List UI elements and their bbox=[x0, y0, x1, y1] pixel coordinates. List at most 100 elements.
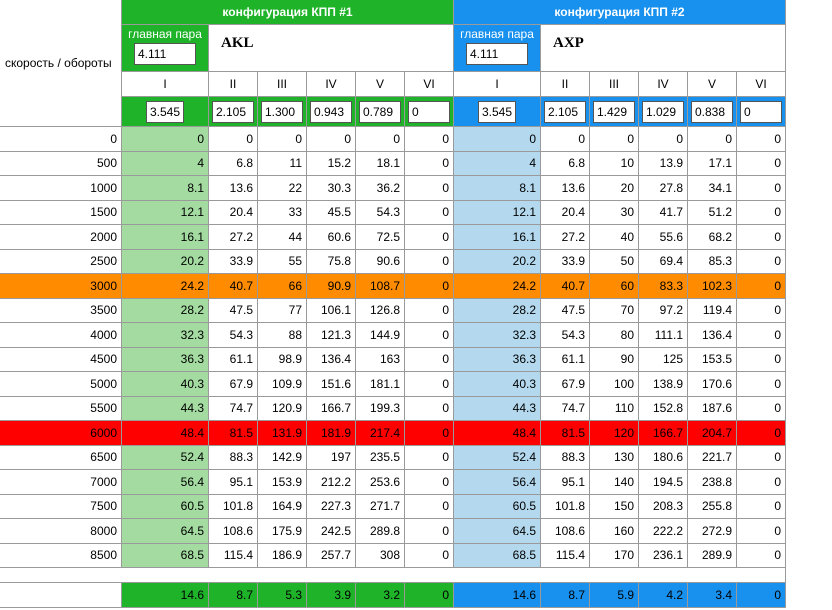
speed-cell: 0 bbox=[405, 200, 454, 225]
speed-cell: 212.2 bbox=[307, 470, 356, 495]
footer-cell: 5.3 bbox=[258, 583, 307, 608]
speed-cell: 18.1 bbox=[356, 151, 405, 176]
speed-cell: 144.9 bbox=[356, 323, 405, 348]
speed-cell: 17.1 bbox=[688, 151, 737, 176]
speed-cell: 0 bbox=[639, 127, 688, 152]
speed-cell: 36.2 bbox=[356, 176, 405, 201]
speed-cell: 27.2 bbox=[541, 225, 590, 250]
speed-cell: 64.5 bbox=[454, 519, 541, 544]
speed-cell: 61.1 bbox=[541, 347, 590, 372]
gear-ratio-input[interactable]: 0.943 bbox=[310, 100, 352, 123]
speed-cell: 54.3 bbox=[356, 200, 405, 225]
speed-cell: 0 bbox=[737, 323, 786, 348]
gear-ratio-cell: 0.943 bbox=[307, 97, 356, 127]
gear-ratio-input[interactable]: 3.545 bbox=[478, 100, 516, 123]
speed-cell: 13.6 bbox=[209, 176, 258, 201]
speed-cell: 160 bbox=[590, 519, 639, 544]
speed-cell: 152.8 bbox=[639, 396, 688, 421]
gear-ratio-input[interactable]: 2.105 bbox=[212, 100, 254, 123]
speed-cell: 170.6 bbox=[688, 372, 737, 397]
speed-cell: 235.5 bbox=[356, 445, 405, 470]
speed-cell: 0 bbox=[737, 274, 786, 299]
speed-cell: 308 bbox=[356, 543, 405, 568]
speed-cell: 40.3 bbox=[122, 372, 209, 397]
gear-ratio-input[interactable]: 2.105 bbox=[544, 100, 586, 123]
speed-cell: 0 bbox=[307, 127, 356, 152]
speed-cell: 41.7 bbox=[639, 200, 688, 225]
speed-cell: 0 bbox=[405, 396, 454, 421]
gear-ratio-input[interactable]: 3.545 bbox=[146, 100, 184, 123]
speed-cell: 197 bbox=[307, 445, 356, 470]
speed-cell: 55.6 bbox=[639, 225, 688, 250]
speed-cell: 83.3 bbox=[639, 274, 688, 299]
gear-ratio-input[interactable]: 0 bbox=[740, 100, 782, 123]
speed-cell: 16.1 bbox=[122, 225, 209, 250]
speed-cell: 15.2 bbox=[307, 151, 356, 176]
speed-cell: 121.3 bbox=[307, 323, 356, 348]
speed-cell: 0 bbox=[405, 445, 454, 470]
speed-cell: 61.1 bbox=[209, 347, 258, 372]
speed-cell: 108.7 bbox=[356, 274, 405, 299]
speed-cell: 208.3 bbox=[639, 494, 688, 519]
gear-ratio-cell: 3.545 bbox=[122, 97, 209, 127]
speed-cell: 24.2 bbox=[122, 274, 209, 299]
speed-cell: 44 bbox=[258, 225, 307, 250]
speed-cell: 55 bbox=[258, 249, 307, 274]
rpm-cell: 3500 bbox=[0, 298, 122, 323]
speed-cell: 0 bbox=[405, 323, 454, 348]
speed-cell: 33 bbox=[258, 200, 307, 225]
speed-cell: 187.6 bbox=[688, 396, 737, 421]
speed-cell: 0 bbox=[405, 543, 454, 568]
speed-cell: 0 bbox=[737, 347, 786, 372]
footer-cell: 0 bbox=[405, 583, 454, 608]
speed-cell: 227.3 bbox=[307, 494, 356, 519]
gear-ratio-cell: 1.029 bbox=[639, 97, 688, 127]
gear-ratio-input[interactable]: 1.429 bbox=[593, 100, 635, 123]
gear-header: V bbox=[688, 72, 737, 97]
speed-cell: 60.6 bbox=[307, 225, 356, 250]
speed-cell: 95.1 bbox=[541, 470, 590, 495]
gear-ratio-input[interactable]: 1.300 bbox=[261, 100, 303, 123]
speed-cell: 0 bbox=[737, 519, 786, 544]
speed-cell: 0 bbox=[405, 519, 454, 544]
speed-cell: 166.7 bbox=[307, 396, 356, 421]
speed-cell: 95.1 bbox=[209, 470, 258, 495]
gear-header: V bbox=[356, 72, 405, 97]
speed-cell: 20.4 bbox=[209, 200, 258, 225]
footer-cell: 4.2 bbox=[639, 583, 688, 608]
gear-ratio-cell: 2.105 bbox=[209, 97, 258, 127]
speed-cell: 126.8 bbox=[356, 298, 405, 323]
speed-cell: 6.8 bbox=[541, 151, 590, 176]
footer-label bbox=[0, 583, 122, 608]
speed-cell: 108.6 bbox=[541, 519, 590, 544]
gear-header: III bbox=[590, 72, 639, 97]
speed-cell: 221.7 bbox=[688, 445, 737, 470]
gear-ratio-input[interactable]: 1.029 bbox=[642, 100, 684, 123]
gear-ratio-input[interactable]: 0 bbox=[408, 100, 450, 123]
main-pair-input[interactable]: 4.111 bbox=[134, 43, 196, 65]
speed-cell: 22 bbox=[258, 176, 307, 201]
gear-header: III bbox=[258, 72, 307, 97]
speed-cell: 272.9 bbox=[688, 519, 737, 544]
speed-cell: 194.5 bbox=[639, 470, 688, 495]
speed-cell: 44.3 bbox=[454, 396, 541, 421]
speed-cell: 70 bbox=[590, 298, 639, 323]
speed-cell: 28.2 bbox=[454, 298, 541, 323]
config-title: конфигурация КПП #1 bbox=[122, 0, 454, 25]
speed-cell: 136.4 bbox=[307, 347, 356, 372]
rpm-cell: 2500 bbox=[0, 249, 122, 274]
speed-cell: 44.3 bbox=[122, 396, 209, 421]
gear-ratio-input[interactable]: 0.838 bbox=[691, 100, 733, 123]
rpm-cell: 1500 bbox=[0, 200, 122, 225]
speed-cell: 74.7 bbox=[541, 396, 590, 421]
speed-cell: 0 bbox=[737, 543, 786, 568]
speed-cell: 20.2 bbox=[454, 249, 541, 274]
rpm-cell: 1000 bbox=[0, 176, 122, 201]
speed-cell: 153.9 bbox=[258, 470, 307, 495]
rpm-cell: 6500 bbox=[0, 445, 122, 470]
gear-ratio-input[interactable]: 0.789 bbox=[359, 100, 401, 123]
speed-cell: 0 bbox=[737, 298, 786, 323]
speed-cell: 28.2 bbox=[122, 298, 209, 323]
main-pair-input[interactable]: 4.111 bbox=[466, 43, 528, 65]
speed-cell: 54.3 bbox=[209, 323, 258, 348]
